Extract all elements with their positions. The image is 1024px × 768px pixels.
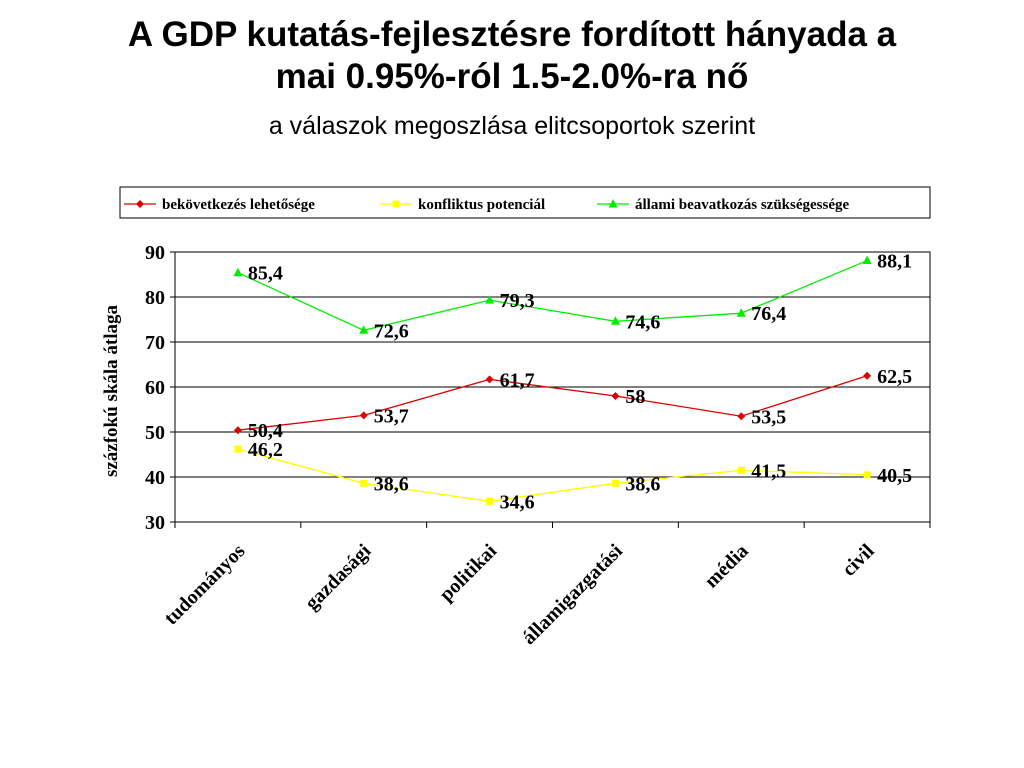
data-point (485, 295, 495, 304)
chart-title: A GDP kutatás-fejlesztésre fordított hán… (0, 14, 1024, 98)
y-axis-label: százfokú skála átlaga (101, 304, 122, 477)
x-tick-label: civil (838, 540, 879, 581)
series-line-0 (237, 375, 868, 431)
y-tick-label: 40 (145, 467, 165, 489)
data-point (359, 325, 369, 334)
data-point (862, 255, 872, 265)
data-label: 58 (625, 386, 645, 408)
legend-label: konfliktus potenciál (418, 197, 545, 213)
x-tick-labels: tudományos gazdasági politikai államigazgat… (160, 540, 879, 649)
data-label: 40,5 (877, 465, 912, 487)
data-label: 53,7 (374, 405, 409, 427)
legend-marker (392, 200, 400, 208)
data-labels: 50,4 53,7 61,7 58 53,5 62,5 46,2 38,6 34,6 38,6 41… (248, 251, 912, 514)
legend-label: bekövetkezés lehetősége (162, 197, 315, 213)
y-tick-labels: 30 40 50 60 70 80 90 (145, 242, 165, 534)
legend-box (119, 186, 931, 219)
data-point (234, 445, 242, 453)
data-point (736, 308, 746, 317)
legend-marker (136, 200, 144, 208)
data-label: 79,3 (500, 290, 535, 312)
data-label: 53,5 (751, 406, 786, 428)
chart-subtitle: a válaszok megoszlása elitcsoportok szer… (268, 112, 756, 140)
data-point (233, 426, 242, 435)
data-label: 61,7 (500, 369, 535, 391)
data-label: 38,6 (625, 473, 660, 495)
data-label: 41,5 (751, 460, 786, 482)
data-label: 85,4 (248, 263, 283, 285)
axes (174, 251, 931, 528)
series-line-1 (237, 448, 868, 502)
series-line-2 (237, 259, 868, 331)
data-label: 72,6 (374, 320, 409, 342)
y-tick-label: 70 (145, 332, 165, 354)
data-label: 88,1 (877, 251, 912, 273)
x-tick-label: államigazgatási (518, 540, 627, 649)
data-point (360, 479, 368, 487)
data-label: 76,4 (751, 303, 786, 325)
title-line-1: A GDP kutatás-fejlesztésre fordított hán… (127, 15, 897, 54)
data-point (610, 316, 620, 325)
y-tick-label: 30 (145, 512, 165, 534)
y-tick-label: 60 (145, 377, 165, 399)
x-tick-label: gazdasági (301, 540, 376, 615)
data-point (863, 471, 871, 479)
x-tick-label: média (700, 540, 752, 592)
data-point (863, 371, 872, 380)
data-label: 34,6 (500, 491, 535, 513)
y-tick-label: 50 (145, 422, 165, 444)
data-point (485, 375, 494, 384)
x-tick-label: politikai (435, 540, 501, 606)
data-point (611, 479, 619, 487)
data-point (486, 497, 494, 505)
data-point (737, 466, 745, 474)
data-label: 50,4 (248, 420, 283, 442)
y-tick-label: 80 (145, 287, 165, 309)
data-label: 38,6 (374, 473, 409, 495)
series-group (233, 255, 872, 505)
y-tick-label: 90 (145, 242, 165, 264)
data-label: 46,2 (248, 439, 283, 461)
data-point (233, 267, 243, 277)
x-tick-label: tudományos (160, 540, 250, 630)
legend-marker (608, 199, 618, 208)
legend-label: állami beavatkozás szükségessége (635, 197, 849, 213)
data-point (737, 412, 746, 421)
legend: bekövetkezés lehetősége konfliktus potenc… (119, 186, 931, 219)
data-point (359, 411, 368, 420)
data-point (611, 392, 620, 400)
title-line-2: mai 0.95%-ról 1.5-2.0%-ra nő (275, 57, 749, 96)
data-label: 74,6 (625, 311, 660, 333)
data-label: 62,5 (877, 366, 912, 388)
